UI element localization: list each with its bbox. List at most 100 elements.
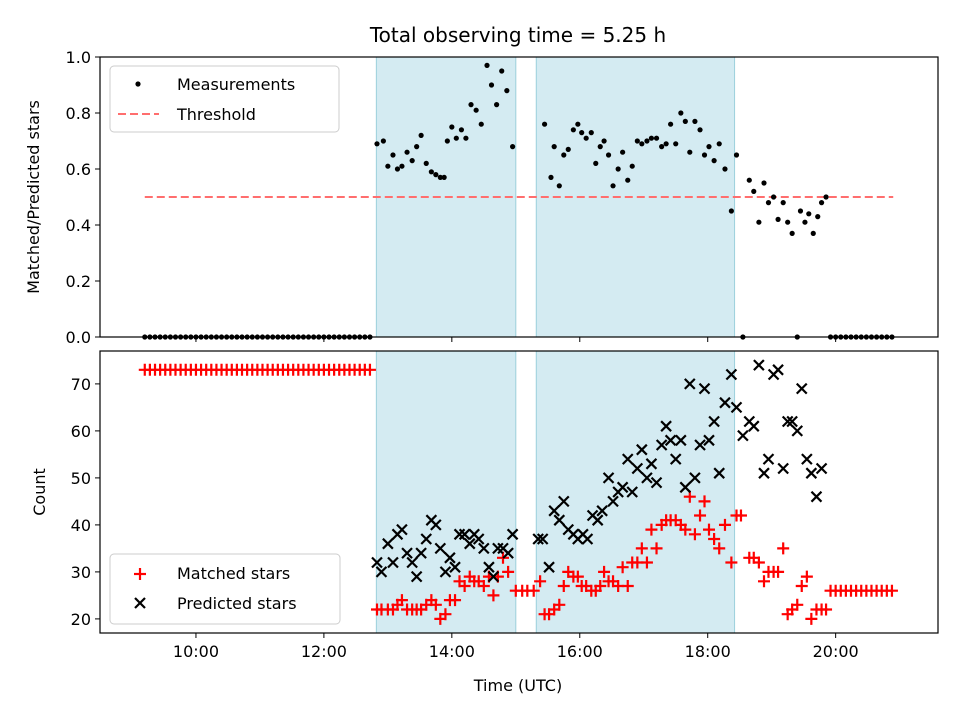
- predicted-star-marker: [478, 542, 490, 555]
- legend-marker-matched-stars: [134, 568, 146, 580]
- measurement-point: [414, 144, 420, 150]
- predicted-star-marker: [458, 528, 471, 541]
- measurement-point: [639, 141, 645, 147]
- measurement-point: [663, 141, 669, 147]
- measurement-point: [570, 127, 576, 133]
- measurement-point: [551, 144, 557, 150]
- y-tick-label: 1.0: [66, 48, 91, 67]
- predicted-star-marker: [430, 519, 442, 531]
- predicted-star-marker: [616, 481, 629, 494]
- measurement-point: [644, 138, 650, 144]
- matched-star-marker: [758, 575, 771, 588]
- y-tick-label: 0.4: [66, 216, 91, 235]
- measurement-point: [541, 121, 548, 127]
- predicted-star-marker: [708, 415, 720, 428]
- predicted-star-marker: [371, 556, 383, 569]
- legend-label-measurements: Measurements: [177, 75, 295, 94]
- measurement-point: [797, 208, 804, 214]
- measurement-point: [385, 163, 391, 169]
- measurement-point: [625, 177, 631, 183]
- predicted-star-marker: [679, 481, 692, 494]
- matched-star-marker: [885, 584, 898, 597]
- measurement-point: [484, 62, 490, 68]
- top-y-ticks: 0.0 0.2 0.4 0.6 0.8 1.0: [66, 48, 100, 347]
- shaded-interval-2: [535, 350, 736, 634]
- matched-star-marker: [718, 518, 731, 531]
- x-tick-label: 20:00: [813, 642, 859, 661]
- matched-star-marker: [805, 612, 818, 625]
- measurement-point: [806, 211, 812, 217]
- predicted-star-marker: [396, 523, 408, 536]
- matched-star-marker: [795, 580, 808, 592]
- bottom-x-ticks: 10:00 12:00 14:00 16:00 18:00 20:00: [173, 633, 859, 661]
- measurement-point: [716, 141, 722, 147]
- predicted-star-marker: [382, 537, 394, 550]
- matched-star-marker: [708, 533, 721, 545]
- measurement-point: [706, 144, 712, 150]
- matched-star-marker: [820, 603, 833, 616]
- predicted-star-marker: [758, 467, 770, 479]
- matched-star-marker: [502, 565, 515, 578]
- matched-star-marker: [752, 556, 765, 569]
- predicted-star-marker: [621, 453, 634, 465]
- measurement-point: [756, 219, 762, 225]
- matched-star-marker: [594, 580, 607, 592]
- measurement-point: [711, 158, 717, 164]
- predicted-star-marker: [636, 443, 648, 456]
- measurement-point: [761, 180, 767, 186]
- measurement-point: [404, 149, 410, 155]
- x-axis-label: Time (UTC): [473, 676, 562, 695]
- measurement-point: [668, 121, 674, 127]
- measurement-point: [441, 174, 447, 180]
- top-legend: Measurements Threshold: [109, 65, 340, 133]
- predicted-star-marker: [558, 495, 570, 508]
- matched-star-marker: [702, 523, 715, 536]
- predicted-star-marker: [781, 415, 794, 428]
- measurement-point: [458, 127, 465, 133]
- measurement-point: [418, 132, 424, 138]
- matched-star-marker: [534, 575, 547, 588]
- measurement-point: [449, 124, 455, 130]
- measurement-point: [605, 152, 612, 158]
- predicted-star-marker: [472, 533, 485, 545]
- measurement-point: [815, 214, 821, 220]
- measurement-point: [701, 152, 708, 158]
- predicted-star-marker: [387, 556, 399, 569]
- measurement-point: [380, 138, 386, 144]
- measurement-point: [780, 200, 786, 206]
- measurement-point: [463, 135, 469, 141]
- matched-star-marker: [616, 561, 629, 574]
- measurement-point: [593, 160, 599, 166]
- predicted-star-marker: [694, 439, 706, 451]
- measurement-point: [746, 177, 752, 183]
- measurement-point: [733, 152, 740, 158]
- predicted-star-marker: [581, 533, 594, 545]
- matched-star-marker: [800, 570, 813, 583]
- predicted-star-marker: [772, 364, 784, 376]
- matched-star-marker: [527, 584, 540, 597]
- bottom-plot-frame: [99, 350, 939, 634]
- measurement-point: [634, 138, 640, 144]
- matched-star-marker: [772, 565, 785, 578]
- y-tick-label: 20: [71, 610, 91, 629]
- predicted-star-marker: [719, 396, 731, 409]
- x-tick-label: 14:00: [429, 642, 475, 661]
- measurement-point: [504, 88, 510, 94]
- matched-star-marker: [439, 608, 452, 621]
- bottom-legend: Matched stars Predicted stars: [109, 553, 341, 625]
- matched-star-marker: [645, 523, 658, 536]
- predicted-star-marker: [591, 514, 604, 526]
- legend-label-threshold: Threshold: [176, 105, 256, 124]
- predicted-star-marker: [801, 453, 813, 465]
- predicted-star-marker: [777, 462, 789, 475]
- measurement-point: [583, 135, 589, 141]
- matched-star-marker: [458, 580, 471, 592]
- bottom-legend-box: [109, 553, 341, 625]
- measurement-point: [468, 102, 474, 108]
- predicted-star-marker: [660, 420, 672, 432]
- predicted-star-marker: [596, 505, 608, 517]
- measurement-point: [692, 118, 698, 124]
- predicted-star-marker: [713, 467, 726, 479]
- predicted-star-marker: [795, 382, 808, 395]
- matched-star-marker: [640, 556, 653, 569]
